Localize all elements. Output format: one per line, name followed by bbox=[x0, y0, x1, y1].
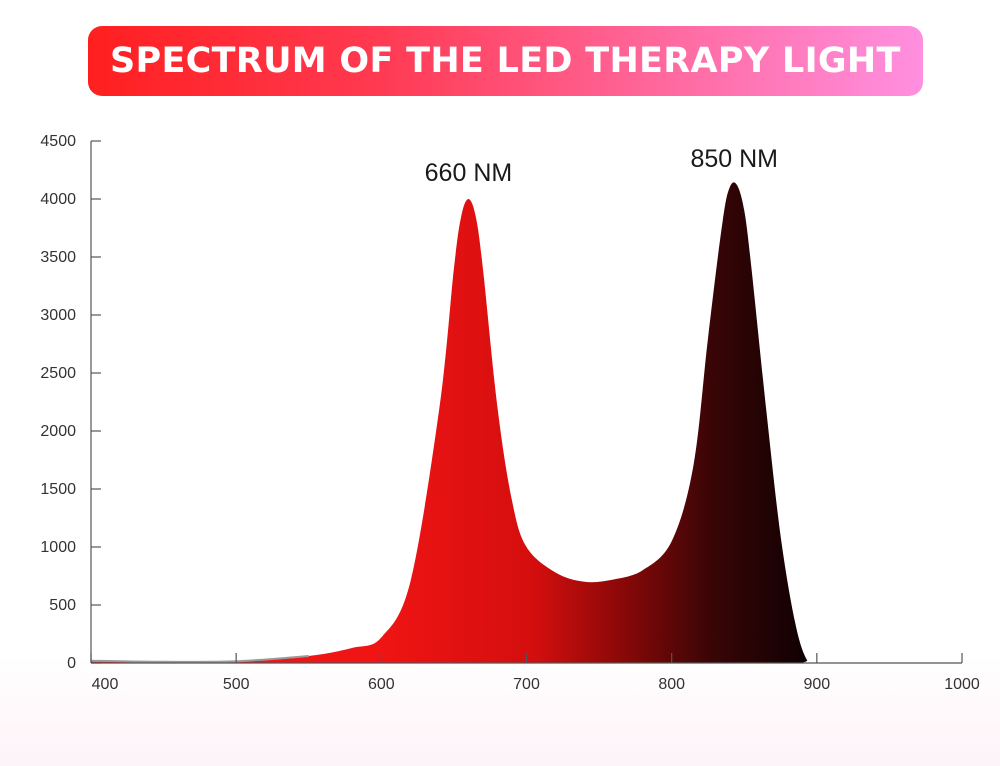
x-tick-label: 800 bbox=[658, 676, 685, 693]
x-tick-label: 700 bbox=[513, 676, 540, 693]
y-tick-label: 1500 bbox=[40, 481, 76, 498]
x-tick-label: 600 bbox=[368, 676, 395, 693]
y-tick-label: 4500 bbox=[40, 133, 76, 150]
y-tick-label: 2500 bbox=[40, 365, 76, 382]
x-tick-label: 400 bbox=[92, 676, 119, 693]
x-tick-label: 1000 bbox=[944, 676, 980, 693]
axes: 0 500 1000 1500 2000 2500 3000 3500 4000 4500 400 5… bbox=[40, 133, 979, 693]
peak-annotations: 660 NM 850 NM bbox=[425, 145, 778, 187]
x-tick-label: 900 bbox=[803, 676, 830, 693]
y-tick-label: 3500 bbox=[40, 249, 76, 266]
title-banner: SPECTRUM OF THE LED THERAPY LIGHT bbox=[88, 26, 923, 96]
y-tick-label: 2000 bbox=[40, 423, 76, 440]
y-tick-label: 500 bbox=[49, 597, 76, 614]
x-tick-label: 500 bbox=[223, 676, 250, 693]
y-tick-label: 0 bbox=[67, 655, 76, 672]
y-tick-label: 1000 bbox=[40, 539, 76, 556]
spectrum-area bbox=[91, 182, 962, 663]
y-tick-label: 3000 bbox=[40, 307, 76, 324]
spectrum-left-tail bbox=[90, 655, 309, 663]
plot-area bbox=[90, 182, 962, 663]
peak-label-850: 850 NM bbox=[690, 145, 778, 173]
background-fade bbox=[0, 656, 1000, 766]
chart-title: SPECTRUM OF THE LED THERAPY LIGHT bbox=[110, 41, 901, 81]
peak-label-660: 660 NM bbox=[425, 159, 513, 187]
y-tick-label: 4000 bbox=[40, 191, 76, 208]
